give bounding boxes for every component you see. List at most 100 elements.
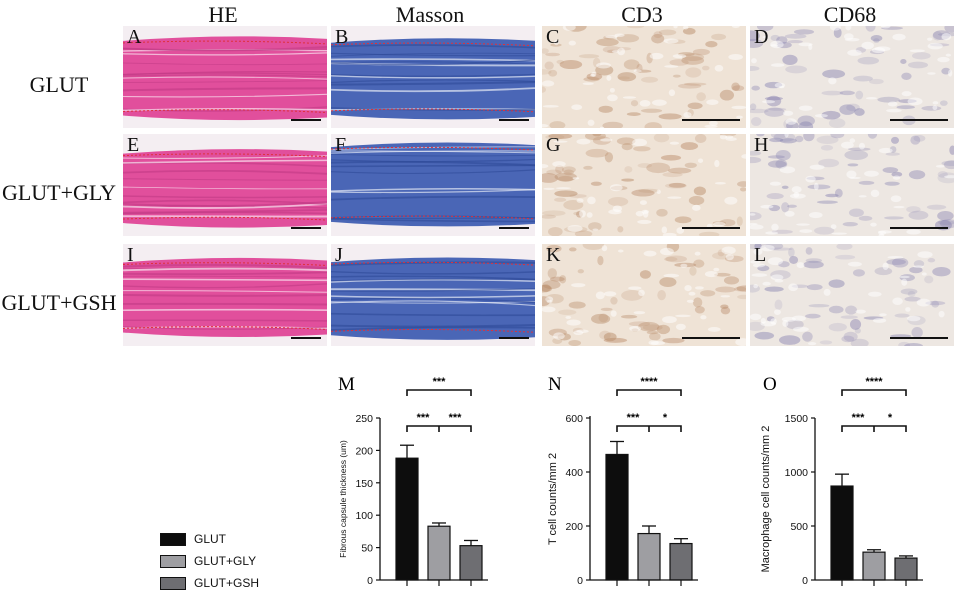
- legend-label: GLUT+GLY: [194, 554, 257, 568]
- scale-bar: [291, 227, 321, 229]
- bar-glut-gly: [427, 525, 451, 581]
- column-header-he: HE: [208, 2, 238, 27]
- panel-letter: K: [546, 244, 561, 266]
- bar-chart-t-cell: N 0 200 400 600 T cell counts/mm 2 **** *** *: [540, 368, 710, 592]
- y-tick-label: 0: [577, 575, 583, 587]
- panel-letter: G: [546, 134, 561, 156]
- significance-label-left: ***: [852, 412, 866, 424]
- bar-glut: [395, 457, 419, 581]
- bar-glut-gly: [637, 532, 661, 581]
- significance-label-top: ****: [640, 376, 658, 388]
- micrograph-he-1: A: [123, 26, 327, 128]
- legend-item-glut-gly: GLUT+GLY: [160, 550, 259, 572]
- y-tick-label: 500: [790, 521, 808, 533]
- scale-bar: [682, 119, 740, 121]
- micrograph-cd3-3: K: [542, 244, 746, 346]
- panel-letter: D: [754, 26, 769, 48]
- significance-bracket-lower: [841, 425, 907, 432]
- significance-label-right: *: [888, 412, 893, 424]
- chart-svg: O 0 500 1000 1500 Macrophage cell counts/mm 2…: [760, 374, 923, 587]
- y-tick-label: 200: [565, 521, 583, 533]
- y-tick-label: 400: [565, 467, 583, 479]
- bar-glut-gsh: [669, 542, 693, 581]
- row-label-glut: GLUT: [29, 72, 89, 97]
- micrograph-cd3-2: G: [542, 134, 746, 236]
- scale-bar: [499, 337, 529, 339]
- y-tick-label: 0: [802, 575, 808, 587]
- chart-svg: M 0 50 100 150 200 250 Fibrous capsule thicknes…: [338, 374, 488, 587]
- legend: GLUT GLUT+GLY GLUT+GSH: [160, 528, 259, 592]
- scale-bar: [499, 119, 529, 121]
- micrograph-masson-1: B: [331, 26, 535, 128]
- y-tick-label: 200: [355, 445, 373, 457]
- y-tick-label: 1500: [785, 413, 809, 425]
- chart-panel-letter: O: [763, 374, 777, 395]
- panel-letter: H: [754, 134, 769, 156]
- legend-swatch: [160, 576, 186, 590]
- y-tick-label: 50: [361, 543, 373, 555]
- panel-letter: F: [335, 134, 347, 156]
- significance-label-top: ***: [433, 376, 447, 388]
- chart-panel-letter: M: [338, 374, 355, 395]
- scale-bar: [499, 227, 529, 229]
- significance-bracket-top: [406, 389, 472, 396]
- chart-panel-letter: N: [548, 374, 562, 395]
- bar-glut-gly: [862, 551, 886, 581]
- legend-item-glut-gsh: GLUT+GSH: [160, 572, 259, 592]
- column-header-masson: Masson: [395, 2, 465, 27]
- bar-glut: [605, 453, 629, 581]
- bar-chart-fibrous-capsule: M 0 50 100 150 200 250 Fibrous capsule thicknes…: [330, 368, 500, 592]
- significance-label-left: ***: [417, 412, 431, 424]
- micrograph-he-2: E: [123, 134, 327, 236]
- y-axis-label: Macrophage cell counts/mm 2: [760, 426, 772, 573]
- legend-swatch: [160, 554, 186, 568]
- y-tick-label: 100: [355, 510, 373, 522]
- panel-letter: I: [127, 244, 134, 266]
- micrograph-cd68-2: H: [750, 134, 954, 236]
- legend-label: GLUT+GSH: [194, 576, 260, 590]
- panel-letter: J: [335, 244, 343, 266]
- bar-glut-gsh: [894, 557, 918, 581]
- column-header-cd3: CD3: [621, 2, 663, 27]
- panel-letter: L: [754, 244, 767, 266]
- scale-bar: [291, 119, 321, 121]
- significance-bracket-lower: [616, 425, 682, 432]
- panel-letter: A: [127, 26, 142, 48]
- y-tick-label: 250: [355, 413, 373, 425]
- row-label-glut-gly: GLUT+GLY: [1, 180, 117, 205]
- legend-item-glut: GLUT: [160, 528, 259, 550]
- micrograph-cd68-3: L: [750, 244, 954, 346]
- scale-bar: [682, 337, 740, 339]
- micrograph-cd68-1: D: [750, 26, 954, 128]
- significance-bracket-top: [616, 389, 682, 396]
- y-axis-label: Fibrous capsule thickness (um): [338, 440, 348, 558]
- significance-bracket-lower: [406, 425, 472, 432]
- significance-label-right: ***: [449, 412, 463, 424]
- micrograph-cd3-1: C: [542, 26, 746, 128]
- significance-label-top: ****: [865, 376, 883, 388]
- scale-bar: [890, 119, 948, 121]
- scale-bar: [682, 227, 740, 229]
- scale-bar: [890, 227, 948, 229]
- bar-glut-gsh: [459, 545, 483, 581]
- panel-letter: E: [127, 134, 140, 156]
- significance-bracket-top: [841, 389, 907, 396]
- panel-letter: B: [335, 26, 349, 48]
- significance-label-left: ***: [627, 412, 641, 424]
- scale-bar: [890, 337, 948, 339]
- legend-swatch: [160, 532, 186, 546]
- y-tick-label: 0: [367, 575, 373, 587]
- bar-glut: [830, 485, 854, 581]
- y-tick-label: 600: [565, 413, 583, 425]
- legend-label: GLUT: [194, 532, 227, 546]
- column-header-cd68: CD68: [823, 2, 877, 27]
- bar-chart-macrophage: O 0 500 1000 1500 Macrophage cell counts/mm 2…: [755, 368, 935, 592]
- micrograph-masson-3: J: [331, 244, 535, 346]
- micrograph-masson-2: F: [331, 134, 535, 236]
- panel-letter: C: [546, 26, 560, 48]
- y-tick-label: 1000: [785, 467, 809, 479]
- row-label-glut-gsh: GLUT+GSH: [1, 290, 117, 315]
- micrograph-he-3: I: [123, 244, 327, 346]
- significance-label-right: *: [663, 412, 668, 424]
